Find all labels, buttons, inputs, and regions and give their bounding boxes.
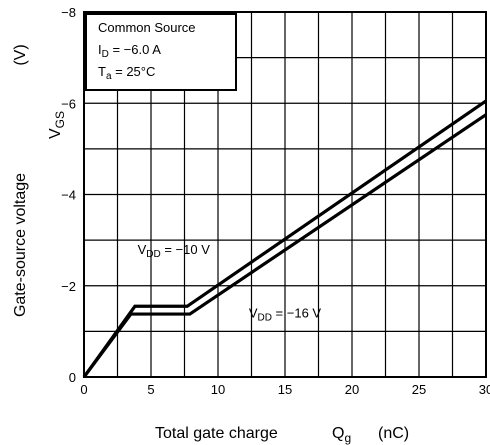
y-axis-symbol: VGS xyxy=(47,111,67,139)
y-axis-unit-group: (V) xyxy=(12,44,29,65)
y-tick-label: −6 xyxy=(61,96,76,111)
x-axis-unit: (nC) xyxy=(378,425,409,442)
tick-labels: 0 5 10 15 20 25 30 0 −2 −4 −6 −8 xyxy=(61,5,490,397)
y-tick-label: −4 xyxy=(61,188,76,203)
series-line-1 xyxy=(82,113,487,378)
conditions-box-frame xyxy=(85,13,237,91)
x-tick-label: 0 xyxy=(80,382,87,397)
x-axis-symbol: Qg xyxy=(332,425,351,445)
series-label-vdd-16: VDD = −16 V xyxy=(249,306,322,324)
y-axis-label: Gate-source voltage xyxy=(12,173,29,317)
conditions-box: Common Source ID = −6.0 A Ta = 25°C xyxy=(85,13,237,91)
y-tick-label: −8 xyxy=(61,5,76,20)
conditions-line-1: Common Source xyxy=(98,20,196,35)
plot-frame xyxy=(83,11,487,378)
x-tick-label: 25 xyxy=(412,382,426,397)
x-tick-label: 5 xyxy=(147,382,154,397)
x-tick-label: 15 xyxy=(278,382,292,397)
y-tick-label: 0 xyxy=(69,370,76,385)
y-axis-symbol-group: VGS xyxy=(47,111,67,139)
conditions-line-3: Ta = 25°C xyxy=(98,64,155,82)
y-axis-unit: (V) xyxy=(12,44,29,65)
conditions-line-2: ID = −6.0 A xyxy=(98,42,161,60)
series-label-vdd-10: VDD = −10 V xyxy=(138,242,211,260)
y-tick-label: −2 xyxy=(61,279,76,294)
x-tick-label: 10 xyxy=(211,382,225,397)
x-tick-label: 20 xyxy=(345,382,359,397)
y-axis-title: Gate-source voltage xyxy=(12,173,29,317)
x-axis-label: Total gate charge xyxy=(155,425,278,442)
series-group xyxy=(82,99,487,378)
x-tick-label: 30 xyxy=(479,382,490,397)
